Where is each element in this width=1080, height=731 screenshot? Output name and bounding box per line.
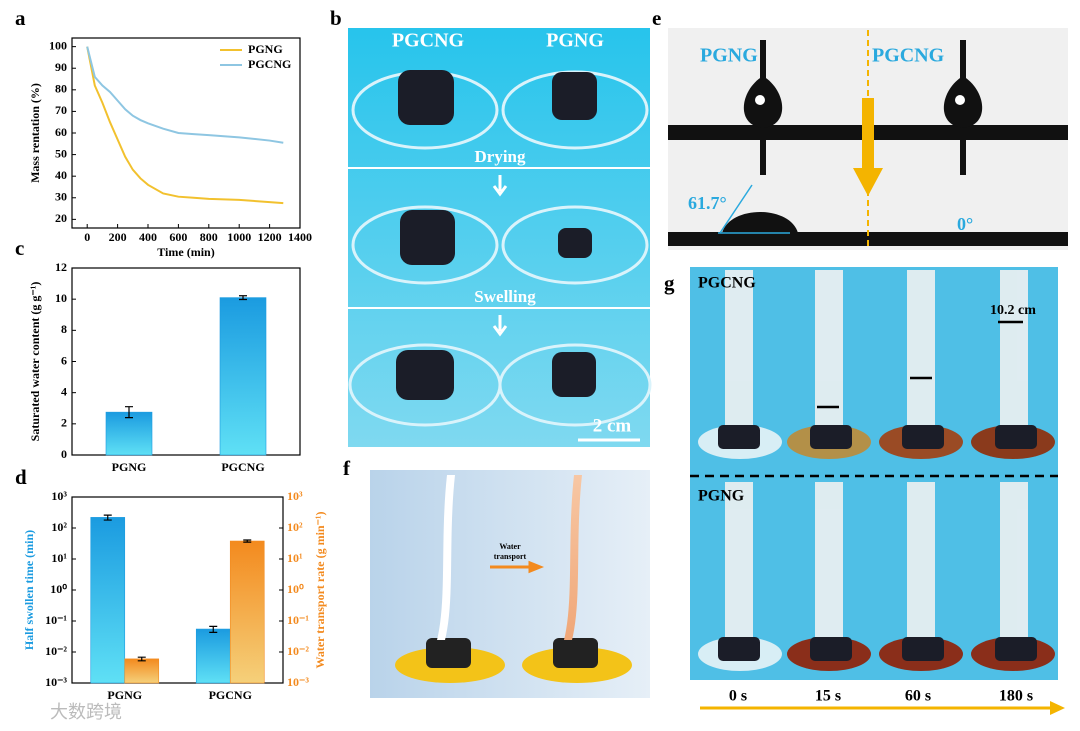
y-tick-label: 60 <box>55 125 67 139</box>
photo-label: PGNG <box>546 30 604 52</box>
y-tick-label: 20 <box>55 211 67 225</box>
y-tick-label: 10 <box>55 291 67 305</box>
arrow-label: transport <box>494 552 527 561</box>
bar <box>195 628 231 684</box>
bar <box>124 658 160 684</box>
x-tick-label: 800 <box>200 230 218 244</box>
y-tick-label: 10¹ <box>51 551 67 565</box>
panel-label: e <box>652 6 661 30</box>
y-tick-label: 40 <box>55 168 67 182</box>
x-tick-label: PGCNG <box>221 460 264 474</box>
height-label: 10.2 cm <box>990 303 1036 318</box>
panel-label: c <box>15 236 24 260</box>
x-tick-label: 600 <box>169 230 187 244</box>
y-tick-label: 0 <box>61 447 67 461</box>
photo-label: PGNG <box>698 488 745 505</box>
x-tick-label: 1000 <box>227 230 251 244</box>
angle-label: 0° <box>957 214 973 234</box>
y2-tick-label: 10⁻³ <box>287 675 309 689</box>
photo-label: PGNG <box>700 45 758 67</box>
y-tick-label: 80 <box>55 82 67 96</box>
step-label: Swelling <box>474 287 536 306</box>
panel-g: g PGCNG 10.2 cm PGNG 0 s 15 s 60 s 180 s <box>664 267 1065 715</box>
y-tick-label: 10³ <box>51 489 67 503</box>
photo-label: PGCNG <box>392 30 465 52</box>
y2-axis-title: Water transport rate (g min⁻¹) <box>313 511 327 668</box>
x-tick-label: PGNG <box>107 688 142 702</box>
panel-label: d <box>15 465 27 489</box>
time-label: 180 s <box>999 688 1033 705</box>
y-tick-label: 6 <box>61 353 67 367</box>
bar <box>90 517 126 684</box>
panel-b: b PGCNG PGNG Drying Swelling 2 cm <box>330 6 652 447</box>
data-line <box>86 46 284 144</box>
legend-label: PGNG <box>248 42 283 56</box>
y-tick-label: 70 <box>55 103 67 117</box>
y2-tick-label: 10⁻² <box>287 644 309 658</box>
x-axis-title: Time (min) <box>157 245 214 259</box>
y-tick-label: 12 <box>55 260 67 274</box>
y-tick-label: 90 <box>55 60 67 74</box>
time-label: 60 s <box>905 688 931 705</box>
y-tick-label: 10⁻³ <box>45 675 67 689</box>
y-tick-label: 30 <box>55 190 67 204</box>
y-tick-label: 4 <box>61 384 67 398</box>
error-bar <box>103 514 112 521</box>
x-tick-label: 400 <box>139 230 157 244</box>
y-tick-label: 10⁰ <box>50 582 67 596</box>
time-label: 0 s <box>729 688 747 705</box>
y2-tick-label: 10⁰ <box>287 582 304 596</box>
y-tick-label: 2 <box>61 416 67 430</box>
error-bar <box>209 625 218 633</box>
bar <box>105 411 153 456</box>
bar <box>219 297 267 456</box>
photo-label: PGCNG <box>698 275 756 292</box>
error-bar <box>137 656 146 662</box>
arrow-label: Water <box>499 542 521 551</box>
y2-tick-label: 10² <box>287 520 303 534</box>
bar <box>229 540 265 684</box>
y2-tick-label: 10⁻¹ <box>287 613 309 627</box>
panel-label: g <box>664 271 675 295</box>
panel-f: f Water transport <box>343 456 650 698</box>
x-tick-label: 0 <box>84 230 90 244</box>
y-tick-label: 10² <box>51 520 67 534</box>
x-tick-label: 1400 <box>288 230 312 244</box>
y-tick-label: 8 <box>61 322 67 336</box>
step-label: Drying <box>475 147 527 166</box>
time-label: 15 s <box>815 688 841 705</box>
panel-label: a <box>15 6 26 30</box>
y2-tick-label: 10¹ <box>287 551 303 565</box>
error-bar <box>243 539 252 543</box>
watermark: 大数跨境 <box>50 702 122 723</box>
data-line <box>86 46 284 205</box>
panel-label: b <box>330 6 342 30</box>
y-axis-title: Mass rentation (%) <box>28 83 42 183</box>
x-tick-label: PGNG <box>112 460 147 474</box>
scale-label: 2 cm <box>593 415 632 436</box>
error-bar <box>125 406 133 419</box>
y-tick-label: 10⁻² <box>45 644 67 658</box>
y-tick-label: 100 <box>49 38 67 52</box>
legend-label: PGCNG <box>248 57 291 71</box>
panel-e: e PGNG PGCNG 61.7° 0° <box>652 6 1068 250</box>
y-axis-title: Saturated water content (g g⁻¹) <box>28 282 42 442</box>
angle-label: 61.7° <box>688 193 727 213</box>
photo-label: PGCNG <box>872 45 945 67</box>
y-axis-title: Half swollen time (min) <box>22 530 36 650</box>
y-tick-label: 10⁻¹ <box>45 613 67 627</box>
panel-label: f <box>343 456 351 480</box>
y2-tick-label: 10³ <box>287 489 303 503</box>
error-bar <box>239 295 247 301</box>
x-tick-label: 1200 <box>258 230 282 244</box>
x-tick-label: PGCNG <box>209 688 252 702</box>
y-tick-label: 50 <box>55 146 67 160</box>
x-tick-label: 200 <box>109 230 127 244</box>
